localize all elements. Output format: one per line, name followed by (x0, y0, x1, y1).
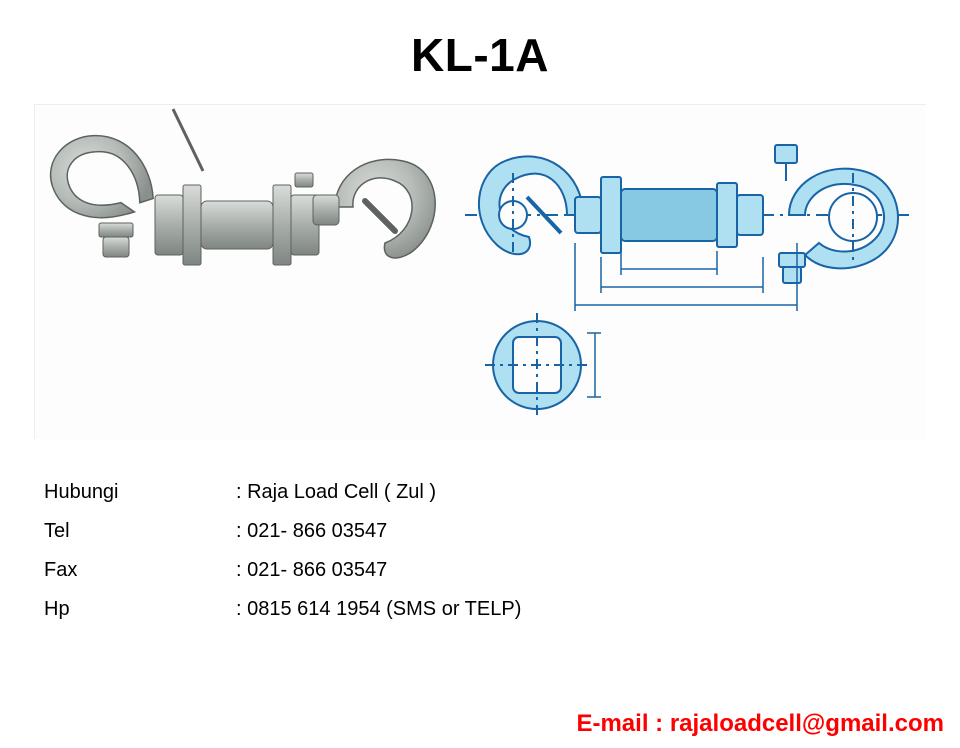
page-title: KL-1A (0, 28, 960, 82)
product-photo (35, 105, 927, 440)
contact-row-hubungi: Hubungi : Raja Load Cell ( Zul ) (44, 473, 960, 512)
contact-label: Tel (44, 512, 236, 551)
contact-value: : Raja Load Cell ( Zul ) (236, 473, 436, 512)
email-line: E-mail : rajaloadcell@gmail.com (576, 710, 944, 738)
contact-label: Hp (44, 590, 236, 629)
contact-value: : 0815 614 1954 (SMS or TELP) (236, 590, 521, 629)
contact-label: Fax (44, 551, 236, 590)
figure-area (34, 104, 926, 439)
contact-row-tel: Tel : 021- 866 03547 (44, 512, 960, 551)
contact-value: : 021- 866 03547 (236, 512, 387, 551)
contact-value: : 021- 866 03547 (236, 551, 387, 590)
contact-row-fax: Fax : 021- 866 03547 (44, 551, 960, 590)
contact-row-hp: Hp : 0815 614 1954 (SMS or TELP) (44, 590, 960, 629)
contact-label: Hubungi (44, 473, 236, 512)
contact-block: Hubungi : Raja Load Cell ( Zul ) Tel : 0… (44, 473, 960, 629)
